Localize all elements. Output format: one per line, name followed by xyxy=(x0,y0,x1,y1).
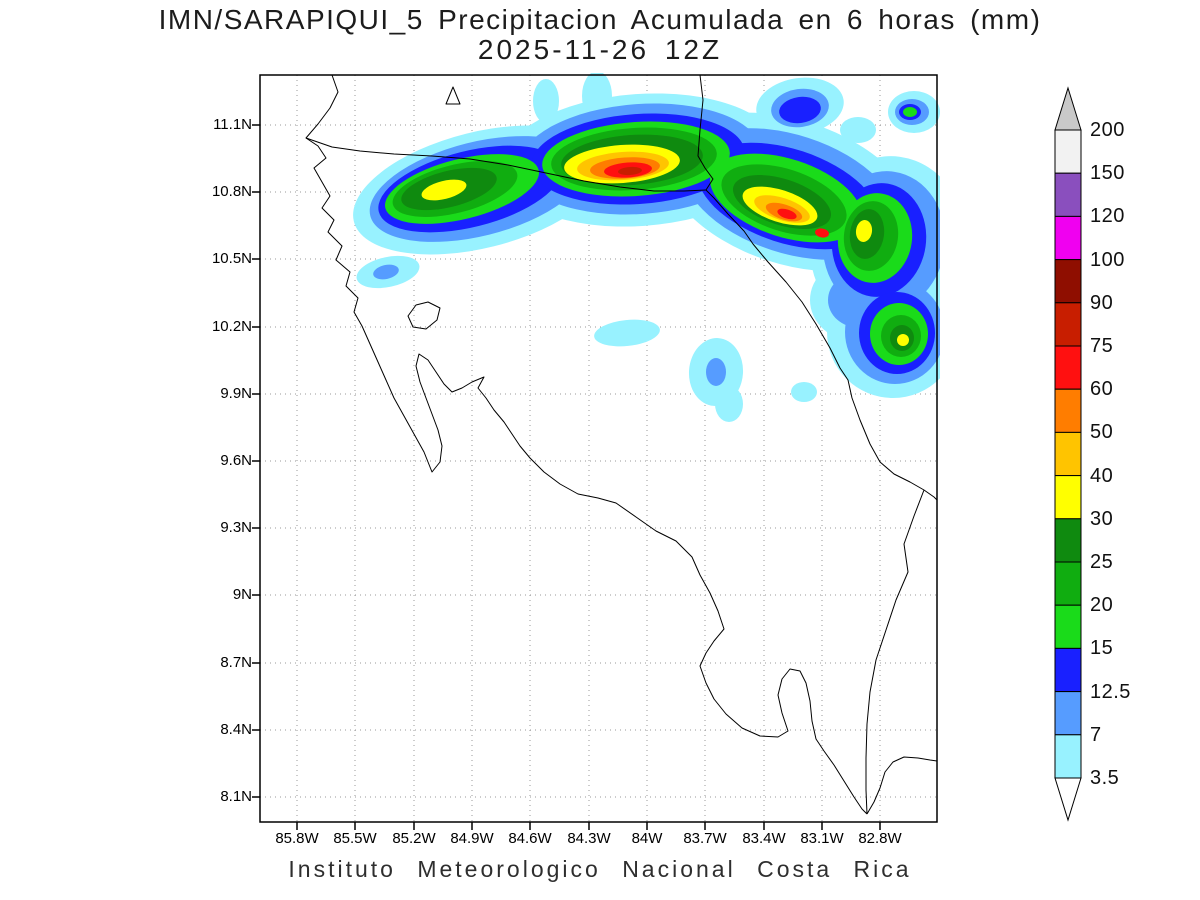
panama-pacific-coastline xyxy=(866,756,938,815)
colorbar-cell-120-150 xyxy=(1054,172,1082,217)
lon-tick-label: 84.3W xyxy=(567,830,611,847)
pacific-coastline xyxy=(305,74,868,815)
lake-outline xyxy=(407,301,441,330)
colorbar-label: 25 xyxy=(1090,551,1114,573)
colorbar-cell-75-90 xyxy=(1054,302,1082,347)
panama-border xyxy=(865,489,925,815)
colorbar-cell-7-12p5 xyxy=(1054,691,1082,736)
colorbar-cap-below-3p5 xyxy=(1054,777,1082,822)
lat-tick-label: 10.8N xyxy=(211,183,252,200)
colorbar-cell-25-30 xyxy=(1054,518,1082,563)
caribbean-coastline xyxy=(697,74,938,501)
map-frame xyxy=(259,74,938,823)
lon-tick-label: 85.5W xyxy=(333,830,377,847)
chart-title: IMN/SARAPIQUI_5 Precipitacion Acumulada … xyxy=(158,4,1042,35)
colorbar-cell-90-100 xyxy=(1054,259,1082,304)
lon-tick-label: 85.8W xyxy=(275,830,319,847)
lat-tick-label: 10.2N xyxy=(211,318,252,335)
lon-tick-label: 83.1W xyxy=(800,830,844,847)
colorbar xyxy=(1054,86,1082,822)
lon-tick-label: 83.7W xyxy=(683,830,727,847)
colorbar-label: 60 xyxy=(1090,378,1114,400)
colorbar-cell-30-40 xyxy=(1054,475,1082,520)
colorbar-label: 7 xyxy=(1090,724,1102,746)
colorbar-label: 30 xyxy=(1090,508,1114,530)
axis-ticks xyxy=(252,124,881,830)
colorbar-label: 50 xyxy=(1090,421,1114,443)
colorbar-label: 15 xyxy=(1090,637,1114,659)
map-outlines xyxy=(305,74,938,815)
chart-subtitle-datetime: 2025-11-26 12Z xyxy=(477,34,723,65)
precipitation-shading xyxy=(353,73,940,422)
colorbar-cell-150-200 xyxy=(1054,129,1082,174)
colorbar-cell-100-120 xyxy=(1054,215,1082,261)
lon-tick-label: 83.4W xyxy=(742,830,786,847)
colorbar-cell-50-60 xyxy=(1054,388,1082,433)
lat-tick-label: 8.4N xyxy=(220,721,252,738)
colorbar-label: 75 xyxy=(1090,335,1114,357)
colorbar-cell-20-25 xyxy=(1054,561,1082,606)
lat-tick-label: 10.5N xyxy=(211,250,252,267)
colorbar-label: 3.5 xyxy=(1090,767,1120,789)
colorbar-cell-3p5-7 xyxy=(1054,734,1082,779)
lat-tick-label: 8.7N xyxy=(220,654,252,671)
colorbar-cell-60-75 xyxy=(1054,345,1082,390)
lat-tick-label: 8.1N xyxy=(220,788,252,805)
colorbar-label: 200 xyxy=(1090,119,1125,141)
lon-tick-label: 85.2W xyxy=(392,830,436,847)
lon-tick-label: 84W xyxy=(631,830,663,847)
contour-level-75mm xyxy=(618,166,642,176)
colorbar-label: 100 xyxy=(1090,249,1125,271)
colorbar-cap-above-200 xyxy=(1054,86,1082,131)
lon-tick-label: 84.6W xyxy=(508,830,552,847)
colorbar-label: 20 xyxy=(1090,594,1114,616)
lat-tick-label: 9.3N xyxy=(220,519,252,536)
nicaragua-border xyxy=(305,137,707,192)
lat-tick-label: 9.6N xyxy=(220,452,252,469)
colorbar-label: 120 xyxy=(1090,205,1125,227)
lake-nicaragua-tip xyxy=(445,86,461,105)
colorbar-cell-15-20 xyxy=(1054,604,1082,649)
colorbar-label: 12.5 xyxy=(1090,681,1131,703)
colorbar-cell-40-50 xyxy=(1054,431,1082,477)
lat-tick-label: 9.9N xyxy=(220,385,252,402)
colorbar-label: 150 xyxy=(1090,162,1125,184)
precipitation-map-plot xyxy=(252,73,940,830)
lat-tick-label: 11.1N xyxy=(213,116,252,133)
lat-tick-label: 9N xyxy=(232,586,252,603)
colorbar-label: 40 xyxy=(1090,465,1114,487)
institution-caption: Instituto Meteorologico Nacional Costa R… xyxy=(288,856,912,882)
lon-tick-label: 84.9W xyxy=(450,830,494,847)
colorbar-cell-12p5-15 xyxy=(1054,647,1082,693)
colorbar-label: 90 xyxy=(1090,292,1114,314)
lon-tick-label: 82.8W xyxy=(858,830,902,847)
